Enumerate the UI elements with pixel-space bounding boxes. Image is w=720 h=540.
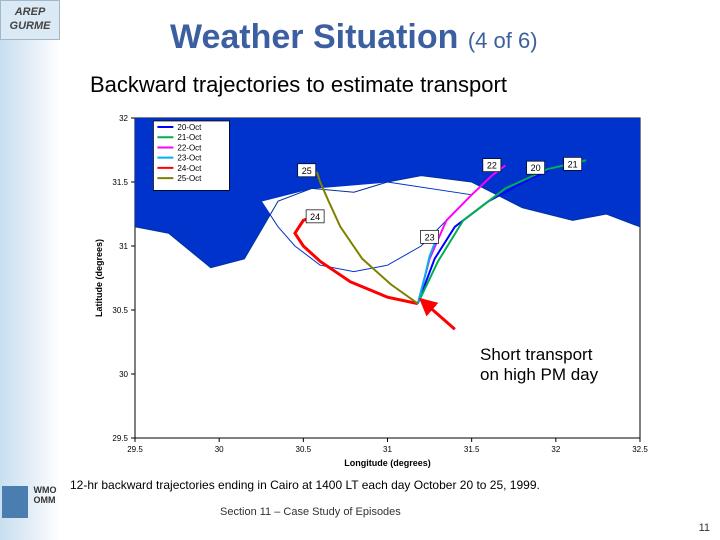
svg-text:32: 32 xyxy=(119,114,128,123)
svg-text:29.5: 29.5 xyxy=(127,445,143,454)
svg-text:Latitude (degrees): Latitude (degrees) xyxy=(94,239,104,317)
annotation-line1: Short transport xyxy=(480,345,598,365)
page-number: 11 xyxy=(699,522,710,534)
svg-text:21-Oct: 21-Oct xyxy=(177,133,202,142)
svg-text:21: 21 xyxy=(568,159,578,169)
wmo-icon xyxy=(2,486,28,518)
svg-text:22-Oct: 22-Oct xyxy=(177,143,202,152)
section-label: Section 11 – Case Study of Episodes xyxy=(220,506,401,518)
wmo-line1: WMO xyxy=(33,485,56,495)
svg-text:23: 23 xyxy=(425,232,435,242)
svg-text:29.5: 29.5 xyxy=(112,434,128,443)
svg-text:32.5: 32.5 xyxy=(632,445,648,454)
annotation: Short transport on high PM day xyxy=(480,345,598,386)
slide: AREP GURME WMO OMM Weather Situation (4 … xyxy=(0,0,720,540)
svg-text:30: 30 xyxy=(119,370,128,379)
title-main: Weather Situation xyxy=(170,18,458,56)
arep-badge: AREP GURME xyxy=(0,0,60,40)
title-paren: (4 of 6) xyxy=(468,28,538,53)
svg-text:32: 32 xyxy=(551,445,560,454)
svg-text:30.5: 30.5 xyxy=(112,306,128,315)
svg-text:25-Oct: 25-Oct xyxy=(177,174,202,183)
svg-text:20-Oct: 20-Oct xyxy=(177,123,202,132)
subtitle: Backward trajectories to estimate transp… xyxy=(90,72,507,98)
svg-text:30: 30 xyxy=(215,445,224,454)
svg-text:22: 22 xyxy=(487,161,497,171)
wmo-logo: WMO OMM xyxy=(2,486,58,532)
svg-text:23-Oct: 23-Oct xyxy=(177,154,202,163)
wmo-text: WMO OMM xyxy=(33,486,56,506)
svg-text:31: 31 xyxy=(119,242,128,251)
svg-text:25: 25 xyxy=(302,166,312,176)
wmo-line2: OMM xyxy=(33,495,55,505)
svg-text:Longitude (degrees): Longitude (degrees) xyxy=(344,458,431,468)
svg-text:30.5: 30.5 xyxy=(296,445,312,454)
caption: 12-hr backward trajectories ending in Ca… xyxy=(70,478,540,492)
svg-text:31.5: 31.5 xyxy=(464,445,480,454)
svg-text:20: 20 xyxy=(531,163,541,173)
annotation-line2: on high PM day xyxy=(480,365,598,385)
badge-line1: AREP xyxy=(1,5,59,19)
svg-text:31: 31 xyxy=(383,445,392,454)
left-strip xyxy=(0,0,60,540)
chart-svg: 29.5 30 30.5 31 31.5 32 32.5 29.5 30 30.5 31 31.5 32… xyxy=(90,110,650,470)
badge-line2: GURME xyxy=(1,19,59,33)
slide-title: Weather Situation (4 of 6) xyxy=(170,18,538,57)
trajectory-chart: 29.5 30 30.5 31 31.5 32 32.5 29.5 30 30.5 31 31.5 32… xyxy=(90,110,650,470)
svg-text:24-Oct: 24-Oct xyxy=(177,164,202,173)
svg-text:31.5: 31.5 xyxy=(112,178,128,187)
svg-text:24: 24 xyxy=(310,212,320,222)
